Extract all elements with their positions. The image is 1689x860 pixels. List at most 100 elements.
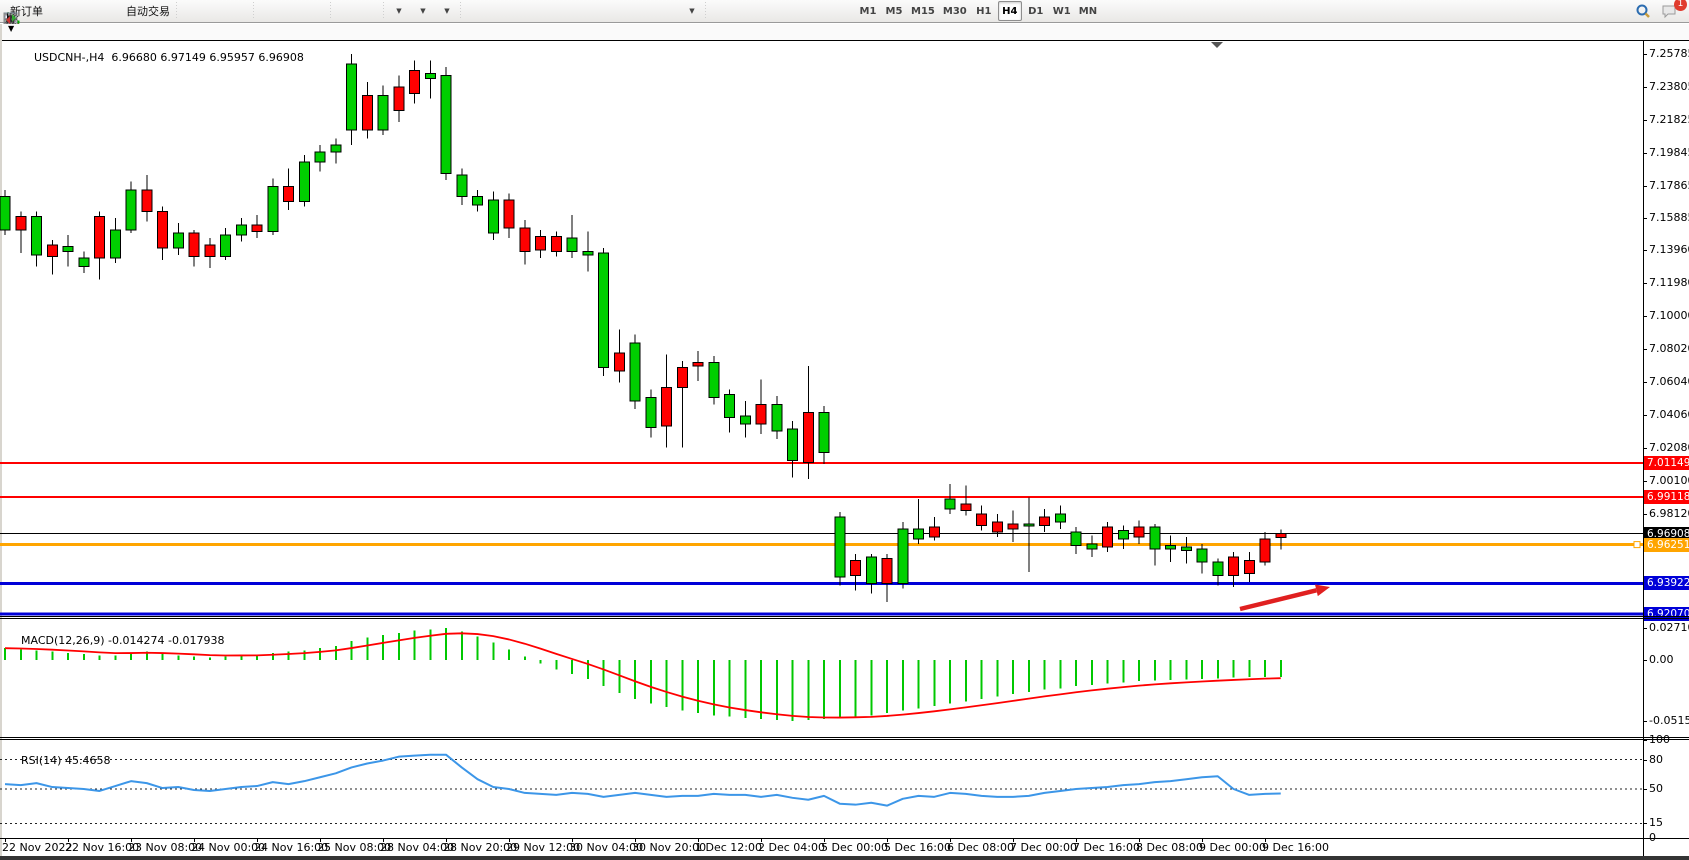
time-tick-mark (887, 838, 888, 842)
time-axis-label: 1 Dec 12:00 (695, 841, 762, 854)
bar-chart-button[interactable] (5, 1, 202, 25)
rsi-line (4, 753, 1281, 807)
macd-tick-mark (1643, 660, 1647, 661)
time-tick-mark (68, 838, 69, 842)
price-tick-mark (1643, 480, 1647, 482)
tile-windows-button[interactable] (5, 1, 327, 25)
timeframe-mn-button[interactable]: MN (1078, 5, 1098, 17)
time-tick-mark (824, 838, 825, 842)
time-axis-label: 28 Nov 04:00 (380, 841, 455, 854)
toolbar-separator (460, 2, 461, 20)
fibonacci-button[interactable]: F (5, 1, 630, 27)
macd-panel-canvas[interactable] (0, 619, 1643, 737)
line-chart-button[interactable] (4, 1, 250, 23)
macd-tick-label: 0.027103 (1649, 621, 1689, 635)
time-tick-mark (1076, 838, 1077, 842)
auto-scroll-button[interactable] (5, 1, 356, 24)
trend-arrow-head[interactable] (1314, 584, 1330, 597)
text-button[interactable]: A (7, 1, 654, 26)
price-tick-mark (1643, 316, 1647, 318)
periods-button[interactable]: ▼ (4, 1, 433, 26)
candle-body-bull (818, 412, 830, 453)
zoom-out-button[interactable] (5, 1, 303, 26)
price-tick-label: 7.15885 (1649, 211, 1689, 225)
candle-body-bull (865, 556, 877, 585)
candlestick-chart-button[interactable] (5, 1, 226, 26)
price-tick-mark (1643, 86, 1647, 88)
time-axis-label: 9 Dec 16:00 (1262, 841, 1329, 854)
timeframe-h1-button[interactable]: H1 (976, 5, 992, 17)
profiles-button[interactable] (4, 1, 70, 24)
candle-body-bear (283, 186, 294, 203)
candle-body-bear (1133, 526, 1145, 538)
timeframe-m30-button[interactable]: M30 (942, 5, 967, 17)
price-tick-label: 7.17865 (1649, 178, 1689, 192)
price-tick-label: 7.19845 (1649, 145, 1689, 159)
time-axis-label: 5 Dec 16:00 (884, 841, 951, 854)
candle-body-bull (298, 161, 310, 203)
timeframe-d1-button[interactable]: D1 (1028, 5, 1044, 17)
svg-text:A: A (7, 13, 15, 26)
price-tick-label: 6.98120 (1649, 506, 1689, 520)
trend-line-button[interactable] (4, 1, 582, 25)
time-tick-mark (5, 838, 6, 842)
crosshair-button[interactable] (5, 1, 510, 25)
rsi-tick-label: 0 (1649, 831, 1656, 844)
price-badge-7.01149: 7.01149 (1644, 456, 1689, 471)
rsi-tick-mark (1643, 789, 1647, 790)
time-tick-mark (698, 838, 699, 842)
text-label-button[interactable]: T (4, 1, 678, 25)
cursor-button[interactable] (7, 1, 486, 25)
candle-body-bear (141, 189, 153, 213)
timeframe-m15-button[interactable]: M15 (911, 5, 935, 17)
trend-arrow-annotation[interactable] (1239, 588, 1317, 612)
time-axis-label: 9 Dec 00:00 (1199, 841, 1266, 854)
timeframe-m5-button[interactable]: M5 (885, 5, 903, 17)
price-tick-mark (1643, 349, 1647, 351)
alerts-button[interactable] (5, 1, 118, 25)
panel-separator (0, 616, 1689, 617)
auto-trading-button[interactable]: 自动交易 (4, 1, 173, 27)
notifications-button[interactable]: 1 (1660, 0, 1687, 21)
candle-body-bear (188, 232, 200, 257)
chart-shift-marker-icon[interactable] (1211, 42, 1223, 48)
auto-trading-label: 自动交易 (126, 5, 170, 18)
axis-border (1643, 40, 1644, 856)
search-button[interactable] (1636, 1, 1658, 21)
price-tick-mark (1643, 218, 1647, 220)
candle-body-bull (125, 189, 137, 231)
vertical-line-button[interactable] (10, 1, 534, 25)
svg-text:T: T (7, 15, 14, 25)
price-chart-canvas[interactable] (0, 41, 1643, 616)
chevron-down-icon[interactable]: ▼ (8, 24, 15, 33)
candle-body-bull (109, 229, 121, 259)
candle-body-bull (0, 196, 11, 231)
rsi-panel-canvas[interactable] (0, 740, 1643, 838)
time-axis-label: 28 Nov 20:00 (443, 841, 518, 854)
indicators-button[interactable]: ▼ (3, 1, 409, 26)
line-handle[interactable] (1633, 541, 1641, 549)
time-axis-label: 23 Nov 08:00 (128, 841, 203, 854)
timeframe-h4-button[interactable]: H4 (997, 1, 1022, 21)
candle-body-bull (31, 216, 42, 256)
candle-body-bear (928, 526, 940, 538)
timeframe-w1-button[interactable]: W1 (1052, 5, 1071, 17)
new-order-label: 新订单 (10, 5, 43, 18)
candle-body-bull (897, 528, 909, 585)
arrows-button[interactable]: ▼ (6, 1, 702, 24)
horizontal-line-button[interactable] (5, 1, 558, 21)
zoom-in-button[interactable] (5, 1, 279, 26)
time-axis-label: 2 Dec 04:00 (758, 841, 825, 854)
time-tick-mark (950, 838, 951, 842)
candle-body-bull (472, 196, 483, 206)
templates-button[interactable]: ▼ (4, 1, 457, 25)
candle-body-bull (78, 257, 90, 267)
market-watch-button[interactable] (4, 1, 94, 25)
candle-body-bull (235, 224, 247, 236)
toolbar-separator (176, 2, 177, 20)
equidistant-channel-button[interactable]: E (4, 1, 606, 27)
chart-shift-button[interactable] (5, 1, 380, 24)
timeframe-m1-button[interactable]: M1 (859, 5, 877, 17)
